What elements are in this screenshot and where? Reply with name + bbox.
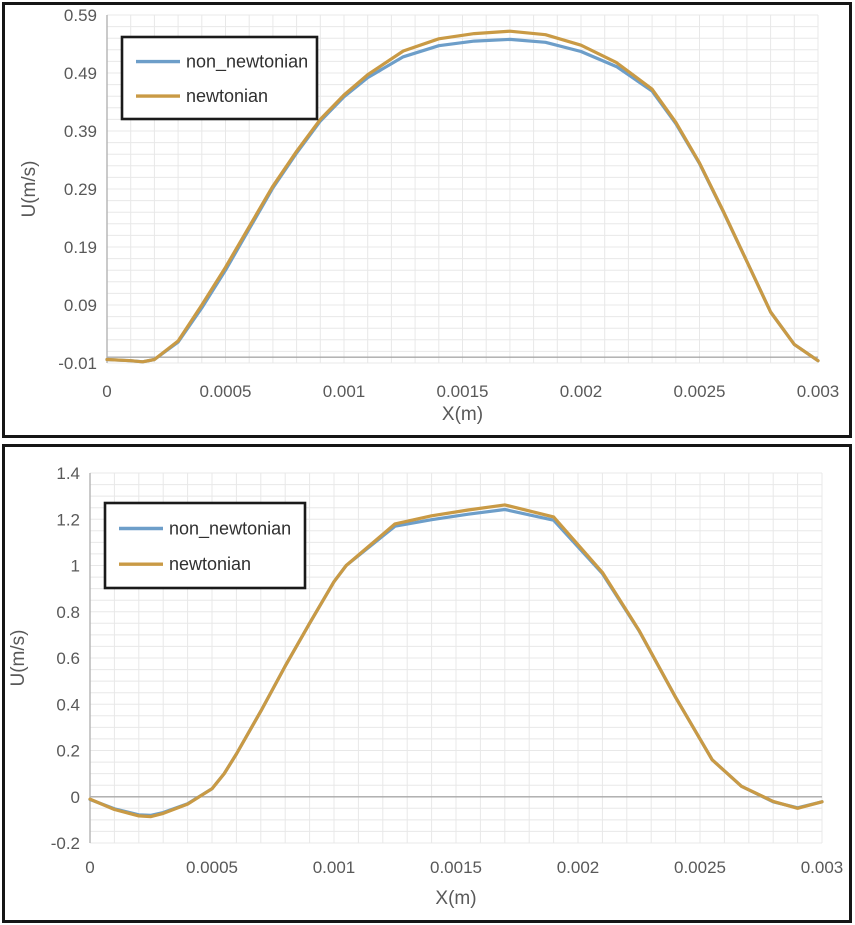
series-line-newtonian [88,503,824,819]
y-tick-label: 0.8 [56,603,80,622]
legend-box [120,35,319,121]
y-tick-labels: -0.2 0 0.2 0.4 0.6 0.8 1 1.2 1.4 [51,464,80,853]
x-tick-label: 0.0025 [674,858,726,877]
y-tick-label: 1.4 [56,464,80,483]
x-tick-label: 0.0015 [430,858,482,877]
chart-panel-top: 0 0.0005 0.001 0.0015 0.002 0.0025 0.003 -0.01 0… [2,2,852,438]
x-tick-label: 0.0005 [186,858,238,877]
chart-panel-bottom: 0 0.0005 0.001 0.0015 0.002 0.0025 0.003 -0.2 0 0… [2,444,852,923]
y-tick-label: 1 [71,557,80,576]
y-tick-label: 1.2 [56,510,80,529]
y-tick-label: 0.29 [64,180,97,199]
velocity-profile-chart-low-re: 0 0.0005 0.001 0.0015 0.002 0.0025 0.003 -0.01 0… [58,6,839,401]
series-line-newtonian [105,29,820,364]
x-tick-label: 0 [85,858,94,877]
x-tick-label: 0.0025 [674,382,726,401]
x-tick-labels: 0 0.0005 0.001 0.0015 0.002 0.0025 0.003 [85,858,843,877]
y-tick-label: 0.2 [56,742,80,761]
x-tick-label: 0.002 [560,382,603,401]
y-tick-label: 0.59 [64,6,97,25]
legend-label-non_newtonian: non_newtonian [169,519,291,540]
y-tick-label: -0.2 [51,834,80,853]
legend-label-newtonian: newtonian [169,554,251,574]
legend: non_newtonian newtonian [120,35,319,121]
x-tick-label: 0.003 [801,858,844,877]
y-tick-label: -0.01 [58,354,97,373]
y-tick-label: 0.49 [64,64,97,83]
legend-label-newtonian: newtonian [186,86,268,106]
x-tick-label: 0.0015 [437,382,489,401]
x-tick-label: 0.0005 [200,382,252,401]
y-tick-label: 0.4 [56,695,80,714]
x-tick-labels: 0 0.0005 0.001 0.0015 0.002 0.0025 0.003 [102,382,839,401]
x-tick-label: 0 [102,382,111,401]
y-tick-label: 0 [71,788,80,807]
legend-label-non_newtonian: non_newtonian [186,52,308,73]
legend: non_newtonian newtonian [103,501,307,590]
y-tick-label: 0.09 [64,296,97,315]
x-tick-label: 0.002 [557,858,600,877]
x-tick-label: 0.001 [313,858,356,877]
x-tick-label: 0.003 [797,382,840,401]
y-tick-labels: -0.01 0.09 0.19 0.29 0.39 0.49 0.59 [58,6,97,373]
x-tick-label: 0.001 [323,382,366,401]
velocity-profile-chart-high-re: 0 0.0005 0.001 0.0015 0.002 0.0025 0.003-0.200… [51,464,844,877]
gridlines [89,472,823,844]
legend-box [103,501,307,590]
y-tick-label: 0.39 [64,122,97,141]
y-tick-label: 0.19 [64,238,97,257]
y-tick-label: 0.6 [56,649,80,668]
